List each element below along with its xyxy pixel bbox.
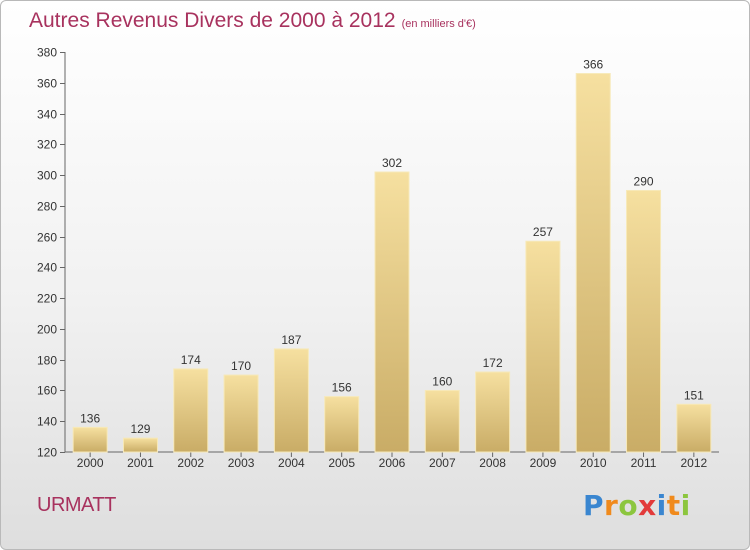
x-tick-label: 2006 (379, 456, 406, 470)
value-label: 151 (684, 388, 704, 402)
y-tick-label: 200 (37, 323, 57, 337)
value-label: 187 (281, 333, 301, 347)
bar (324, 396, 360, 453)
value-label: 136 (80, 411, 100, 425)
value-label: 160 (432, 374, 452, 388)
y-tick-label: 220 (37, 292, 57, 306)
y-tick-label: 300 (37, 169, 57, 183)
logo-letter: r (604, 489, 619, 522)
y-tick-label: 240 (37, 261, 57, 275)
y-tick-label: 260 (37, 231, 57, 245)
bar (525, 240, 561, 453)
bar (173, 368, 209, 453)
x-tick-label: 2001 (127, 456, 154, 470)
y-tick-label: 180 (37, 354, 57, 368)
bar (273, 348, 309, 453)
y-tick-label: 320 (37, 138, 57, 152)
value-label: 302 (382, 156, 402, 170)
value-labels: 136 129 174 170 187 156 302 160 172 257 366 290 151 (80, 58, 704, 437)
bar (72, 426, 108, 453)
x-tick-label: 2010 (580, 456, 607, 470)
value-label: 170 (231, 359, 251, 373)
bar (223, 374, 259, 453)
chart-unit: (en milliers d'€) (401, 18, 476, 30)
logo-letter: t (666, 489, 681, 522)
chart-title: Autres Revenus Divers de 2000 à 2012 (en … (29, 9, 476, 33)
bar (424, 389, 460, 453)
y-tick-label: 360 (37, 77, 57, 91)
x-tick-label: 2003 (228, 456, 255, 470)
y-tick-label: 340 (37, 108, 57, 122)
logo-letter: i (656, 489, 667, 522)
x-tick-label: 2011 (631, 456, 657, 470)
x-tick-label: 2000 (77, 456, 104, 470)
bar (626, 189, 662, 453)
bar (374, 171, 410, 453)
logo-letter: x (638, 489, 657, 522)
x-tick-label: 2005 (328, 456, 355, 470)
logo-letter: P (583, 489, 605, 522)
bar (122, 437, 158, 453)
value-label: 156 (332, 381, 352, 395)
chart-title-text: Autres Revenus Divers de 2000 à 2012 (29, 9, 396, 32)
x-tick-label: 2004 (278, 456, 305, 470)
value-label: 366 (583, 58, 603, 72)
logo-letter: i (680, 489, 691, 522)
value-label: 172 (483, 356, 503, 370)
value-label: 174 (181, 353, 201, 367)
bars (72, 73, 712, 453)
value-label: 290 (634, 174, 654, 188)
bar (475, 371, 511, 453)
bar (676, 403, 712, 453)
place-name: URMATT (37, 494, 116, 516)
bar (575, 73, 611, 453)
x-tick-label: 2012 (680, 456, 707, 470)
x-tick-label: 2009 (530, 456, 557, 470)
logo-letter: o (618, 489, 639, 522)
y-tick-label: 140 (37, 415, 57, 429)
y-tick-label: 160 (37, 384, 57, 398)
x-tick-label: 2008 (479, 456, 506, 470)
value-label: 257 (533, 225, 553, 239)
value-label: 129 (130, 422, 150, 436)
y-tick-label: 280 (37, 200, 57, 214)
y-tick-label: 120 (37, 446, 57, 460)
proxiti-logo: Proxiti (583, 489, 691, 522)
x-tick-label: 2002 (177, 456, 204, 470)
y-tick-label: 380 (37, 46, 57, 60)
x-tick-label: 2007 (429, 456, 456, 470)
